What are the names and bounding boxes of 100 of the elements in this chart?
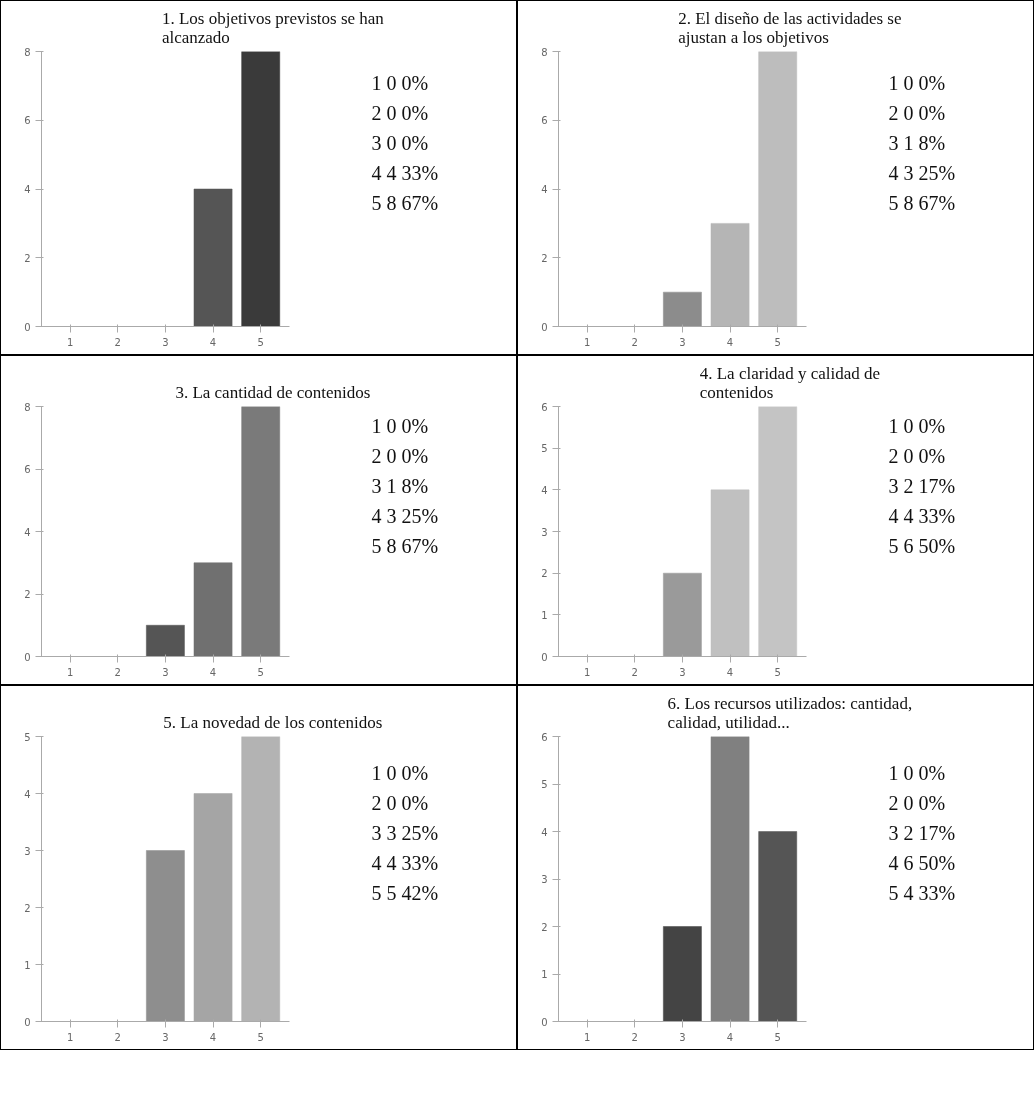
chart-title: 4. La claridad y calidad de contenidos bbox=[699, 363, 881, 402]
y-tick-label: 0 bbox=[541, 321, 548, 333]
y-tick-label: 5 bbox=[541, 443, 548, 455]
y-tick-label: 4 bbox=[24, 526, 31, 538]
y-tick-label: 6 bbox=[541, 401, 548, 413]
chart-title: 2. El diseño de las actividades se ajustan a los objetivos bbox=[678, 8, 902, 47]
text: 2 0 0% bbox=[888, 792, 946, 814]
x-tick-label: 4 bbox=[726, 1031, 734, 1043]
text: 4 3 25% bbox=[888, 162, 956, 184]
y-tick-label: 6 bbox=[24, 115, 31, 127]
y-tick-label: 4 bbox=[24, 788, 31, 800]
text: 4 4 33% bbox=[371, 162, 439, 184]
text: 5 4 33% bbox=[888, 882, 956, 904]
y-tick-label: 5 bbox=[24, 731, 31, 743]
text: 2 0 0% bbox=[371, 102, 429, 124]
x-tick-label: 4 bbox=[726, 666, 734, 678]
y-tick-label: 4 bbox=[24, 184, 31, 195]
text: 5 8 67% bbox=[371, 534, 439, 557]
y-tick-label: 0 bbox=[24, 1016, 31, 1028]
x-tick-label: 4 bbox=[209, 1031, 217, 1043]
x-tick-label: 5 bbox=[774, 336, 781, 348]
chart-title: 5. La novedad de los contenidos bbox=[163, 712, 383, 732]
text: 3 2 17% bbox=[888, 822, 956, 844]
text: 5 8 67% bbox=[888, 192, 956, 214]
text: 2 0 0% bbox=[371, 444, 429, 467]
text: 5 6 50% bbox=[888, 534, 956, 557]
text: 3 1 8% bbox=[888, 132, 946, 154]
x-tick-label: 5 bbox=[257, 666, 264, 678]
text: 4 6 50% bbox=[888, 852, 956, 874]
text: 1 0 0% bbox=[888, 414, 946, 437]
x-tick-label: 1 bbox=[66, 336, 74, 348]
text: 3 1 8% bbox=[371, 474, 429, 497]
text: 1 0 0% bbox=[888, 72, 946, 94]
y-tick-label: 6 bbox=[541, 731, 548, 743]
y-tick-label: 3 bbox=[24, 845, 31, 857]
x-tick-label: 5 bbox=[257, 336, 264, 348]
text: 3 0 0% bbox=[371, 132, 429, 154]
text: 2 0 0% bbox=[888, 102, 946, 124]
x-tick-label: 1 bbox=[66, 1031, 74, 1043]
x-tick-label: 2 bbox=[114, 336, 121, 348]
y-tick-label: 3 bbox=[541, 874, 548, 885]
x-tick-label: 1 bbox=[583, 336, 591, 348]
y-tick-label: 8 bbox=[541, 46, 548, 58]
y-tick-label: 2 bbox=[541, 252, 548, 264]
y-tick-label: 5 bbox=[541, 779, 548, 790]
text: 1 0 0% bbox=[371, 72, 429, 94]
y-tick-label: 0 bbox=[24, 321, 31, 333]
x-tick-label: 4 bbox=[726, 336, 734, 348]
chart-title: 3. La cantidad de contenidos bbox=[175, 382, 371, 402]
y-tick-label: 6 bbox=[541, 115, 548, 127]
text: 5 5 42% bbox=[371, 882, 439, 904]
text: 3 3 25% bbox=[371, 822, 439, 844]
y-tick-label: 3 bbox=[541, 526, 548, 538]
x-tick-label: 3 bbox=[162, 336, 169, 348]
x-tick-label: 3 bbox=[162, 1031, 169, 1043]
y-tick-label: 2 bbox=[541, 921, 548, 933]
x-tick-label: 4 bbox=[209, 336, 217, 348]
y-tick-label: 1 bbox=[24, 959, 31, 971]
text: 2 0 0% bbox=[888, 444, 946, 467]
x-tick-label: 3 bbox=[679, 1031, 686, 1043]
x-tick-label: 3 bbox=[679, 666, 686, 678]
x-tick-label: 3 bbox=[162, 666, 169, 678]
y-tick-label: 2 bbox=[24, 252, 31, 264]
y-tick-label: 4 bbox=[541, 184, 548, 195]
y-tick-label: 2 bbox=[24, 902, 31, 914]
y-tick-label: 8 bbox=[24, 46, 31, 58]
x-tick-label: 2 bbox=[114, 1031, 121, 1043]
text: 4 4 33% bbox=[888, 504, 956, 527]
text: 5 8 67% bbox=[371, 192, 439, 214]
text: 2 0 0% bbox=[371, 792, 429, 814]
text: 3 2 17% bbox=[888, 474, 956, 497]
y-tick-label: 0 bbox=[541, 1016, 548, 1028]
chart-title: 1. Los objetivos previstos se han alcanzado bbox=[161, 8, 385, 47]
chart-title: 6. Los recursos utilizados: cantidad, calidad, utilidad... bbox=[667, 693, 913, 732]
text: 1 0 0% bbox=[371, 414, 429, 437]
y-tick-label: 0 bbox=[541, 651, 548, 663]
y-tick-label: 4 bbox=[541, 484, 548, 496]
x-tick-label: 5 bbox=[257, 1031, 264, 1043]
y-tick-label: 8 bbox=[24, 401, 31, 413]
x-tick-label: 5 bbox=[774, 1031, 781, 1043]
y-tick-label: 4 bbox=[541, 826, 548, 838]
text: 4 4 33% bbox=[371, 852, 439, 874]
x-tick-label: 1 bbox=[583, 1031, 591, 1043]
x-tick-label: 2 bbox=[114, 666, 121, 678]
x-tick-label: 4 bbox=[209, 666, 217, 678]
x-tick-label: 2 bbox=[631, 336, 638, 348]
text: 1 0 0% bbox=[888, 762, 946, 784]
x-tick-label: 2 bbox=[631, 1031, 638, 1043]
y-tick-label: 1 bbox=[541, 609, 548, 621]
text: 4 3 25% bbox=[371, 504, 439, 527]
text: 1 0 0% bbox=[371, 762, 429, 784]
x-tick-label: 1 bbox=[583, 666, 591, 678]
x-tick-label: 1 bbox=[66, 666, 74, 678]
y-tick-label: 1 bbox=[541, 969, 548, 980]
y-tick-label: 6 bbox=[24, 464, 31, 475]
x-tick-label: 2 bbox=[631, 666, 638, 678]
x-tick-label: 3 bbox=[679, 336, 686, 348]
y-tick-label: 0 bbox=[24, 651, 31, 663]
y-tick-label: 2 bbox=[541, 568, 548, 580]
x-tick-label: 5 bbox=[774, 666, 781, 678]
